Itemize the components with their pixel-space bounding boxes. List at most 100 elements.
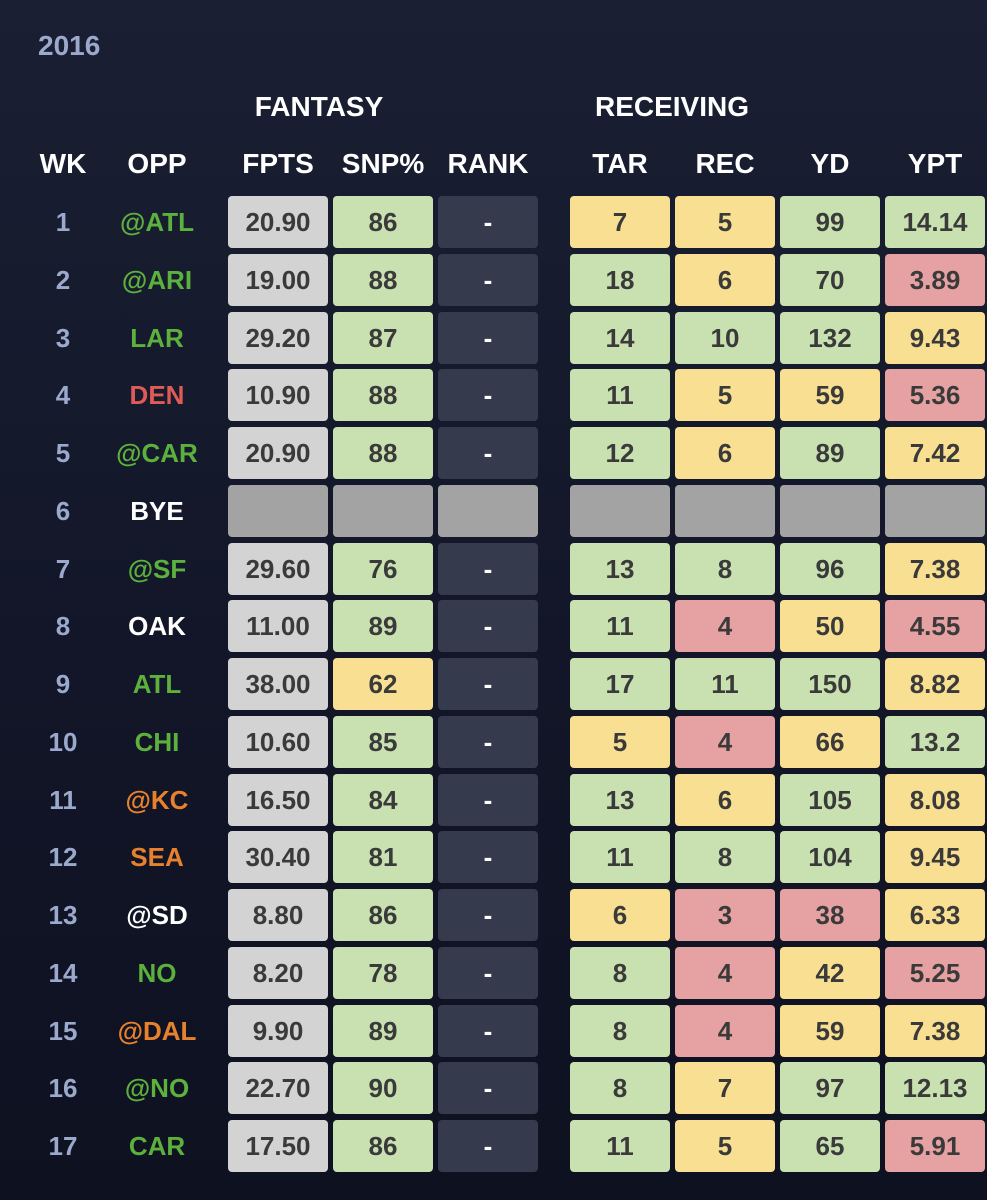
cell-snp: 88 bbox=[333, 427, 433, 479]
cell-snp: 86 bbox=[333, 1120, 433, 1172]
cell-rank: - bbox=[438, 658, 538, 710]
cell-rec: 11 bbox=[675, 658, 775, 710]
col-header-fpts[interactable]: FPTS bbox=[242, 148, 314, 179]
cell-rec: 5 bbox=[675, 369, 775, 421]
week-number: 5 bbox=[55, 438, 71, 468]
cell-fpts: 10.90 bbox=[228, 369, 328, 421]
col-header-wk[interactable]: WK bbox=[39, 148, 87, 179]
opponent[interactable]: CAR bbox=[128, 1131, 186, 1161]
cell-yd: 150 bbox=[780, 658, 880, 710]
col-header-yd[interactable]: YD bbox=[810, 148, 850, 179]
opponent[interactable]: DEN bbox=[129, 380, 185, 410]
cell-snp: 90 bbox=[333, 1062, 433, 1114]
cell-rec: 6 bbox=[675, 254, 775, 306]
cell-fpts: 38.00 bbox=[228, 658, 328, 710]
cell-snp: 87 bbox=[333, 312, 433, 364]
group-header-fantasy: FANTASY bbox=[254, 91, 384, 122]
cell-tar: 17 bbox=[570, 658, 670, 710]
bye-cell bbox=[333, 485, 433, 537]
season-year: 2016 bbox=[38, 30, 101, 61]
col-header-opp[interactable]: OPP bbox=[127, 148, 187, 179]
opponent[interactable]: @SF bbox=[127, 554, 187, 584]
cell-fpts: 19.00 bbox=[228, 254, 328, 306]
cell-snp: 88 bbox=[333, 369, 433, 421]
opponent[interactable]: BYE bbox=[130, 496, 184, 526]
cell-rec: 8 bbox=[675, 831, 775, 883]
opponent[interactable]: @SD bbox=[126, 900, 188, 930]
cell-rec: 4 bbox=[675, 600, 775, 652]
cell-tar: 8 bbox=[570, 1005, 670, 1057]
week-number: 14 bbox=[48, 958, 78, 988]
cell-snp: 89 bbox=[333, 1005, 433, 1057]
cell-tar: 8 bbox=[570, 1062, 670, 1114]
cell-yd: 50 bbox=[780, 600, 880, 652]
cell-ypt: 9.45 bbox=[885, 831, 985, 883]
cell-fpts: 29.20 bbox=[228, 312, 328, 364]
opponent[interactable]: OAK bbox=[128, 611, 186, 641]
col-header-ypt[interactable]: YPT bbox=[907, 148, 963, 179]
cell-yd: 132 bbox=[780, 312, 880, 364]
opponent[interactable]: @ARI bbox=[121, 265, 193, 295]
cell-rank: - bbox=[438, 196, 538, 248]
cell-ypt: 8.82 bbox=[885, 658, 985, 710]
bye-cell bbox=[228, 485, 328, 537]
cell-fpts: 9.90 bbox=[228, 1005, 328, 1057]
week-number: 1 bbox=[55, 207, 71, 237]
cell-fpts: 17.50 bbox=[228, 1120, 328, 1172]
opponent[interactable]: @ATL bbox=[120, 207, 194, 237]
cell-rank: - bbox=[438, 1120, 538, 1172]
cell-tar: 11 bbox=[570, 1120, 670, 1172]
cell-rec: 4 bbox=[675, 947, 775, 999]
cell-fpts: 30.40 bbox=[228, 831, 328, 883]
week-number: 13 bbox=[48, 900, 78, 930]
cell-snp: 84 bbox=[333, 774, 433, 826]
cell-rec: 7 bbox=[675, 1062, 775, 1114]
cell-ypt: 7.38 bbox=[885, 543, 985, 595]
cell-rank: - bbox=[438, 254, 538, 306]
cell-yd: 99 bbox=[780, 196, 880, 248]
cell-snp: 62 bbox=[333, 658, 433, 710]
week-number: 17 bbox=[48, 1131, 78, 1161]
cell-yd: 105 bbox=[780, 774, 880, 826]
opponent[interactable]: @NO bbox=[124, 1073, 190, 1103]
cell-tar: 13 bbox=[570, 774, 670, 826]
week-number: 2 bbox=[55, 265, 71, 295]
cell-tar: 6 bbox=[570, 889, 670, 941]
cell-tar: 13 bbox=[570, 543, 670, 595]
opponent[interactable]: @KC bbox=[125, 785, 189, 815]
cell-ypt: 13.2 bbox=[885, 716, 985, 768]
cell-yd: 70 bbox=[780, 254, 880, 306]
opponent[interactable]: SEA bbox=[130, 842, 184, 872]
cell-yd: 66 bbox=[780, 716, 880, 768]
opponent[interactable]: CHI bbox=[134, 727, 180, 757]
cell-tar: 14 bbox=[570, 312, 670, 364]
cell-yd: 42 bbox=[780, 947, 880, 999]
cell-rank: - bbox=[438, 831, 538, 883]
col-header-snp[interactable]: SNP% bbox=[341, 148, 425, 179]
cell-tar: 7 bbox=[570, 196, 670, 248]
opponent[interactable]: NO bbox=[137, 958, 177, 988]
cell-rank: - bbox=[438, 889, 538, 941]
cell-fpts: 22.70 bbox=[228, 1062, 328, 1114]
week-number: 4 bbox=[55, 380, 71, 410]
opponent[interactable]: ATL bbox=[132, 669, 182, 699]
cell-fpts: 29.60 bbox=[228, 543, 328, 595]
opponent[interactable]: @CAR bbox=[116, 438, 198, 468]
cell-snp: 88 bbox=[333, 254, 433, 306]
opponent[interactable]: @DAL bbox=[117, 1016, 197, 1046]
cell-yd: 59 bbox=[780, 369, 880, 421]
cell-fpts: 8.20 bbox=[228, 947, 328, 999]
cell-ypt: 4.55 bbox=[885, 600, 985, 652]
cell-rec: 3 bbox=[675, 889, 775, 941]
cell-tar: 11 bbox=[570, 600, 670, 652]
week-number: 12 bbox=[48, 842, 78, 872]
week-number: 3 bbox=[55, 323, 71, 353]
cell-yd: 65 bbox=[780, 1120, 880, 1172]
opponent[interactable]: LAR bbox=[130, 323, 184, 353]
cell-rank: - bbox=[438, 369, 538, 421]
col-header-rec[interactable]: REC bbox=[695, 148, 755, 179]
col-header-tar[interactable]: TAR bbox=[592, 148, 648, 179]
week-number: 8 bbox=[55, 611, 71, 641]
cell-snp: 78 bbox=[333, 947, 433, 999]
col-header-rank[interactable]: RANK bbox=[447, 148, 529, 179]
